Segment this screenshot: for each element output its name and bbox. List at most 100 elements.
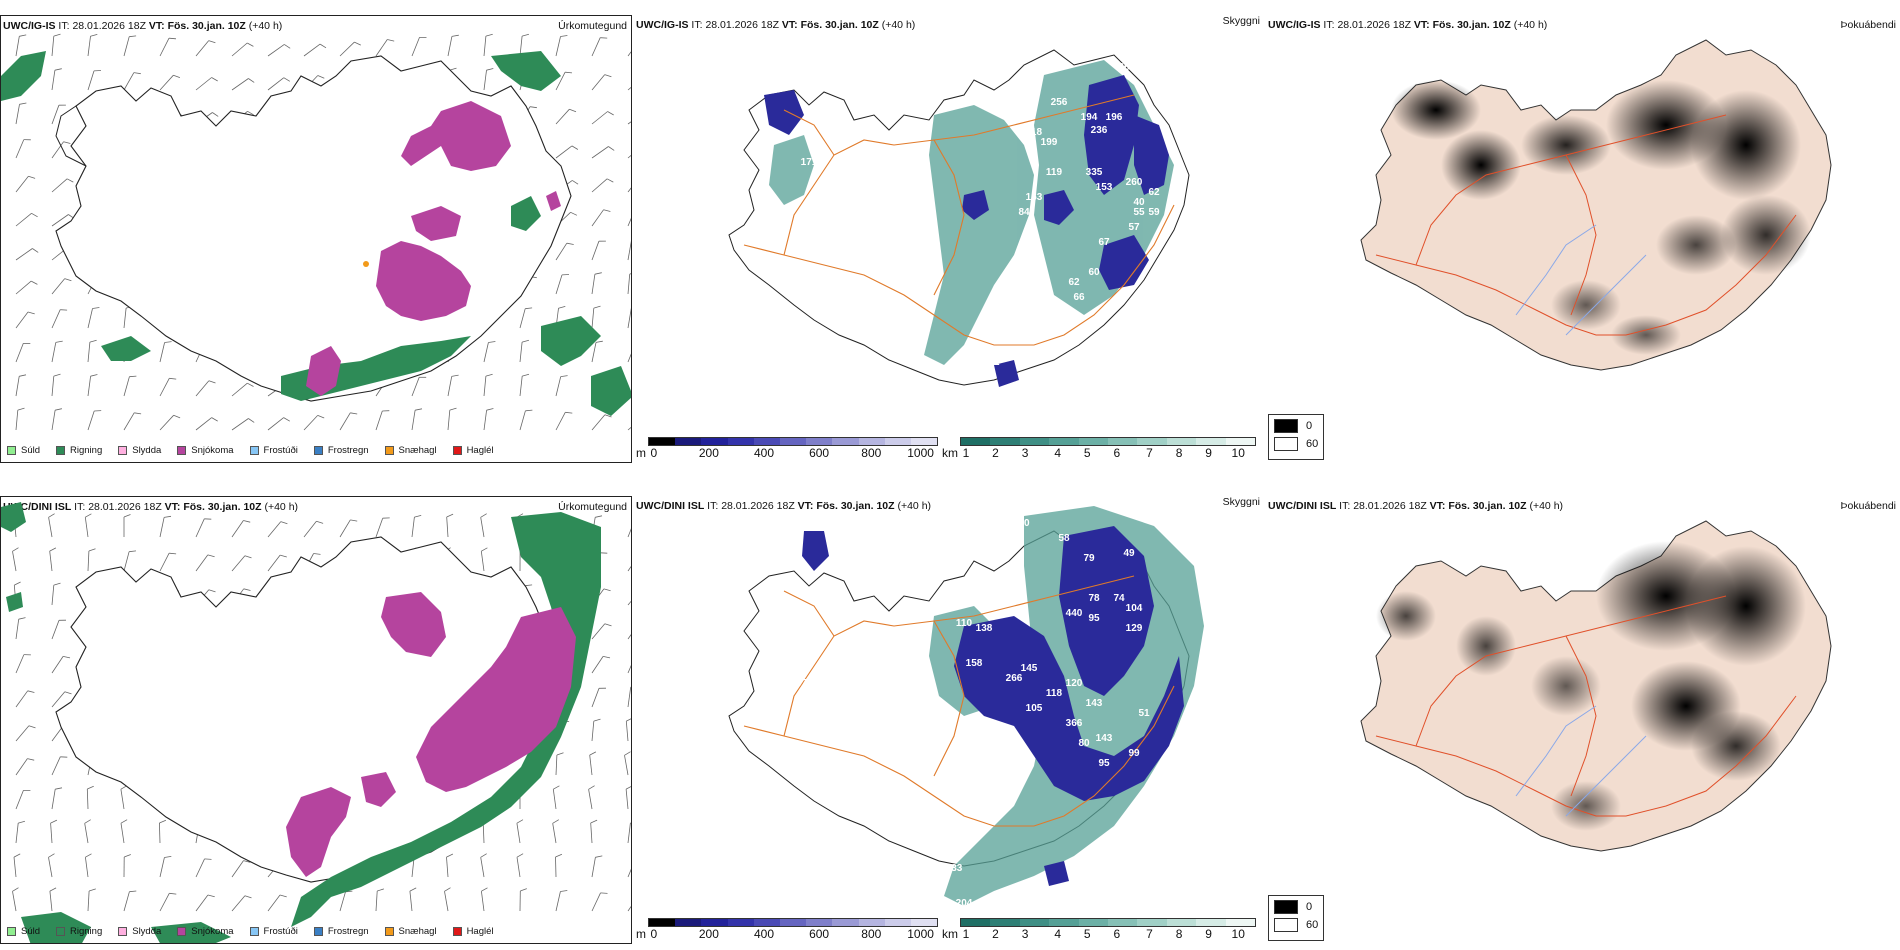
wind-barb xyxy=(15,619,20,640)
wind-barb-flag xyxy=(64,691,72,695)
wind-barb xyxy=(120,789,125,810)
precip-legend: Súld Rigning Slydda Snjókoma Frostúði Fr… xyxy=(7,926,494,937)
tick-label: 6 xyxy=(1113,927,1121,941)
wind-barb xyxy=(84,517,89,538)
wind-barb-flag xyxy=(129,35,137,38)
model-name: UWC/IG-IS xyxy=(3,20,56,32)
wind-barb-flag xyxy=(589,751,597,756)
wind-barb xyxy=(159,378,170,397)
wind-barb xyxy=(627,664,631,674)
it-label: IT: xyxy=(1323,19,1335,31)
wind-barb-flag xyxy=(516,853,524,858)
ceiling-value-label: 79 xyxy=(1083,553,1095,564)
ceiling-value-label: 199 xyxy=(1041,137,1058,148)
fog-map xyxy=(1360,39,1832,371)
wind-barb-flag xyxy=(64,278,72,282)
legend-label: Frostúði xyxy=(263,926,298,937)
wind-barb xyxy=(231,78,249,91)
ceiling-value-label: 80 xyxy=(1078,738,1090,749)
wind-barb xyxy=(375,518,384,538)
wind-barb xyxy=(159,415,174,431)
wind-barb-flag xyxy=(603,656,611,659)
ceiling-value-label: 256 xyxy=(1051,97,1068,108)
legend-swatch xyxy=(384,446,394,455)
legend-item: Súld xyxy=(7,445,40,456)
wind-barb-flag xyxy=(248,78,255,83)
wind-barb xyxy=(625,789,629,810)
wind-barb-flag xyxy=(317,75,325,79)
wind-barb-flag xyxy=(444,887,451,892)
wind-barb-flag xyxy=(31,212,38,218)
lead-time: (+40 h) xyxy=(1513,19,1548,31)
wind-barb xyxy=(590,822,593,844)
precip-type-map xyxy=(1,502,631,943)
wind-barb xyxy=(591,146,609,159)
ceiling-colorbar-top: m 0 200 400 600 800 1000 xyxy=(636,437,938,460)
wind-barb-flag xyxy=(571,145,579,150)
wind-barb-flag xyxy=(279,554,287,558)
wind-barb-flag xyxy=(28,725,36,729)
vt-label: VT: xyxy=(781,19,798,31)
legend-swatch xyxy=(56,927,66,936)
ceiling-value-label: 10 xyxy=(1018,518,1030,529)
wind-barb-flag xyxy=(279,894,287,898)
wind-barb xyxy=(627,634,631,640)
wind-barb xyxy=(87,342,91,363)
ceiling-value-label: 73 xyxy=(768,77,780,88)
wind-barb-flag xyxy=(164,515,172,518)
wind-barb-flag xyxy=(414,515,422,518)
wind-barb xyxy=(123,376,130,397)
wind-barb xyxy=(15,758,28,776)
it-value: 28.01.2026 18Z xyxy=(72,20,146,32)
wind-barb-flag xyxy=(13,853,21,858)
vt-value: Fös. 30.jan. 10Z xyxy=(816,500,895,512)
wind-barb-flag xyxy=(485,33,493,37)
wind-barb xyxy=(480,551,485,572)
wind-barb-flag xyxy=(124,854,131,858)
wind-barb-flag xyxy=(319,43,327,49)
ceiling-value-label: 440 xyxy=(1066,608,1083,619)
wind-barb-flag xyxy=(608,146,615,151)
wind-barb-flag xyxy=(66,178,74,183)
wind-barb xyxy=(15,248,33,261)
legend-item: Súld xyxy=(7,926,40,937)
wind-barb xyxy=(480,857,485,878)
wind-barb-flag xyxy=(480,513,487,518)
wind-barb xyxy=(15,823,19,844)
wind-barb xyxy=(339,412,351,431)
wind-barb-flag xyxy=(63,141,71,144)
wind-barb-flag xyxy=(32,248,39,253)
legend-item: Snæhagl xyxy=(384,445,437,456)
tick-label: 9 xyxy=(1205,927,1212,941)
wind-barb-flag xyxy=(485,373,493,377)
ceiling-value-label: 57 xyxy=(1128,222,1140,233)
wind-barb-flag xyxy=(49,547,57,552)
lead-time: (+40 h) xyxy=(248,20,283,32)
legend-swatch xyxy=(452,927,462,936)
wind-barb-flag xyxy=(211,417,218,422)
legend-label: Frostregn xyxy=(327,445,369,456)
vt-value: Fös. 30.jan. 10Z xyxy=(800,19,879,31)
wind-barb xyxy=(519,308,526,329)
wind-barb-flag xyxy=(595,340,603,343)
wind-barb xyxy=(591,688,600,708)
panel-header: UWC/DINI ISL IT: 28.01.2026 18Z VT: Fös.… xyxy=(1268,500,1563,512)
model-name: UWC/DINI ISL xyxy=(1268,500,1337,512)
ceiling-value-label: 129 xyxy=(1126,623,1143,634)
wind-barb-flag xyxy=(48,513,55,518)
wind-barb xyxy=(339,41,355,57)
wind-barb-flag xyxy=(280,521,288,525)
wind-barb xyxy=(555,754,558,776)
wind-barb-flag xyxy=(566,242,574,245)
wind-barb xyxy=(446,516,449,538)
wind-barb-flag xyxy=(449,407,457,411)
wind-barb-flag xyxy=(486,408,494,411)
tick-label: 800 xyxy=(861,927,882,941)
fog-swatch-low xyxy=(1274,918,1298,932)
ceiling-value-label: 226 xyxy=(966,598,983,609)
wind-barb xyxy=(15,176,29,193)
wind-barb-flag xyxy=(53,582,61,586)
legend-swatch xyxy=(177,927,187,936)
wind-barb xyxy=(159,38,170,57)
wind-barb-flag xyxy=(607,111,614,116)
